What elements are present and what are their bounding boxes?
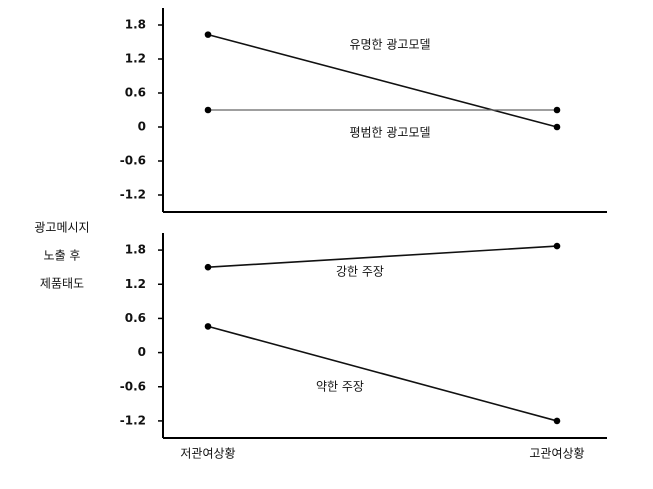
line: [207, 245, 558, 268]
y-tick-label: 1.8: [125, 18, 146, 32]
y-tick-label: -0.6: [120, 379, 146, 393]
y-tick-label: 0: [138, 345, 146, 359]
y-tick-label: 1.2: [125, 52, 146, 66]
y-tick-label: -1.2: [120, 413, 146, 427]
y-axis-label: 노출 후: [44, 249, 81, 263]
point: [553, 417, 561, 425]
line: [207, 325, 558, 422]
y-tick-label: 0.6: [125, 311, 146, 325]
y-axis-label: 제품태도: [40, 277, 84, 291]
x-tick-label: 고관여상황: [529, 447, 584, 461]
point: [553, 123, 561, 131]
y-tick-label: 1.8: [125, 243, 146, 257]
x-tick-label: 저관여상황: [180, 447, 235, 461]
point: [204, 323, 212, 330]
point: [204, 31, 212, 38]
y-axis-label: 광고메시지: [34, 221, 89, 235]
point: [553, 106, 561, 114]
y-tick-label: -0.6: [120, 154, 146, 168]
line: [207, 33, 558, 128]
y-tick-label: -1.2: [120, 188, 146, 202]
series-label: 약한 주장: [316, 379, 364, 394]
series-label: 강한 주장: [336, 265, 384, 279]
y-tick-label: 1.2: [125, 277, 146, 291]
point: [553, 242, 561, 250]
y-tick-label: 0: [138, 120, 146, 134]
series-label: 평범한 광고모델: [349, 126, 430, 140]
series-label: 유명한 광고모델: [349, 38, 430, 52]
y-tick-label: 0.6: [125, 86, 146, 100]
point: [204, 263, 212, 271]
point: [204, 106, 212, 114]
